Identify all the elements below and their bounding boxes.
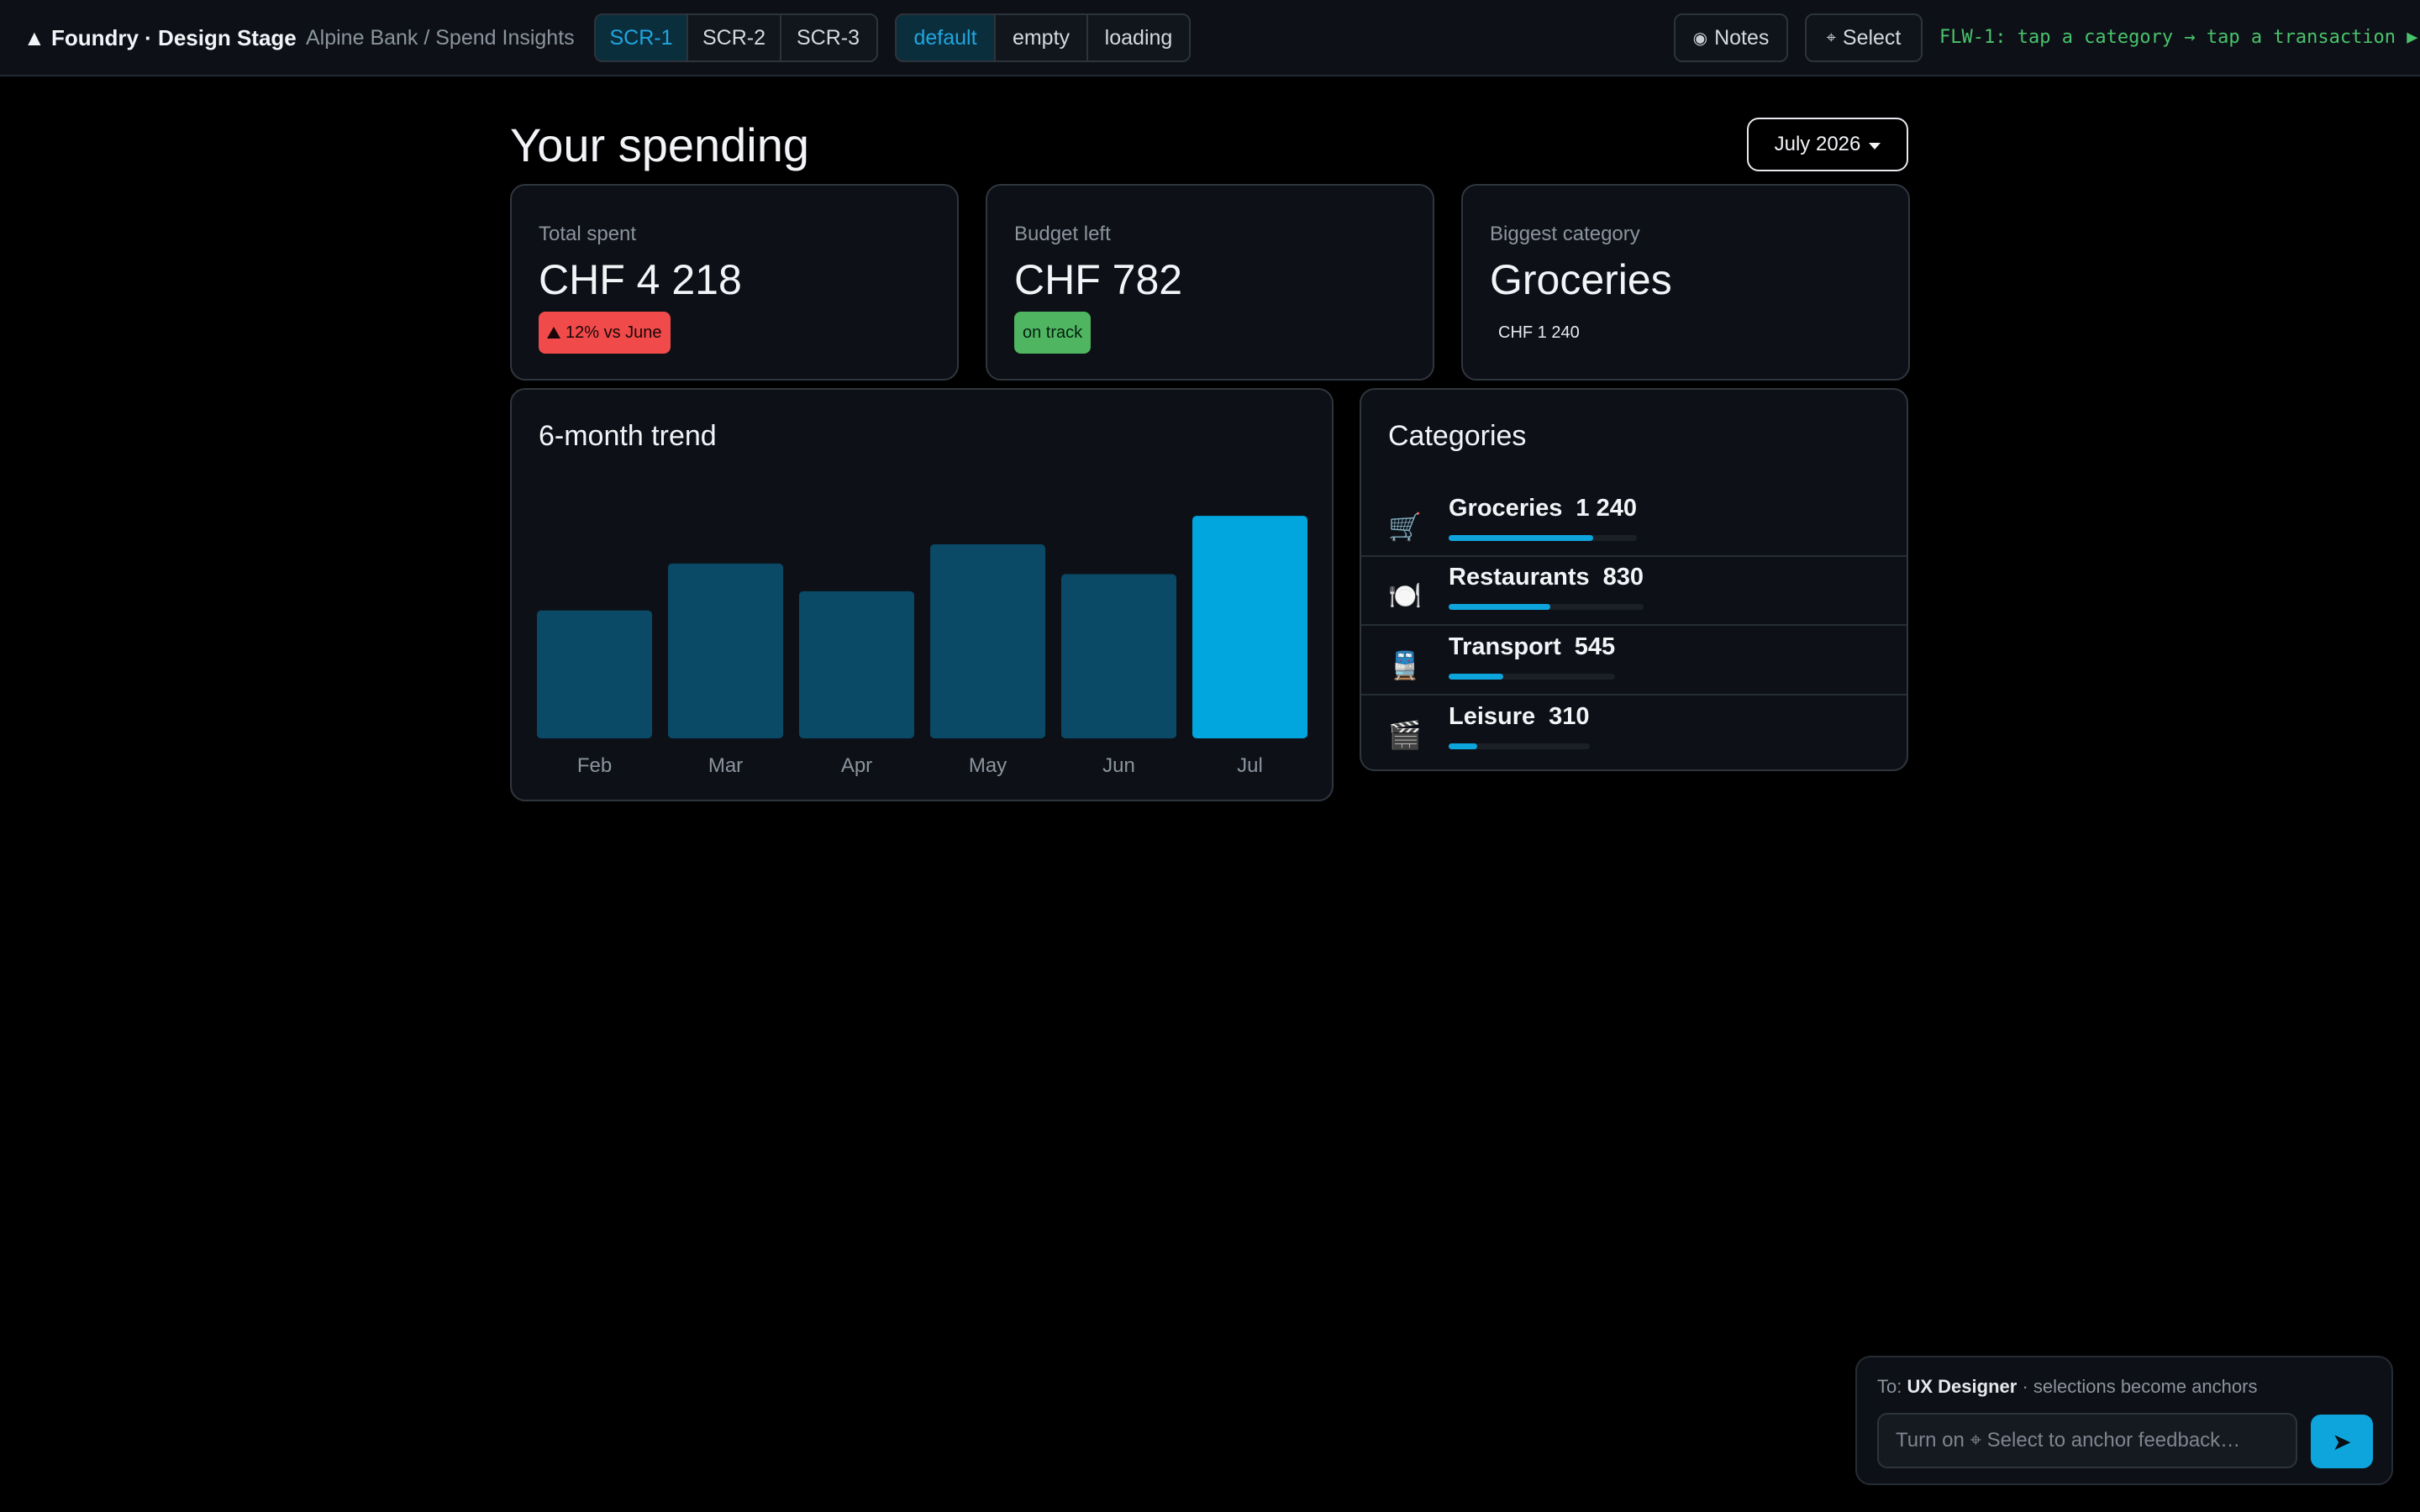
trend-badge-label: 12% vs June	[566, 323, 662, 342]
category-progress-track	[1449, 743, 1590, 749]
category-label: Restaurants 830	[1449, 564, 1644, 591]
category-progress-fill	[1449, 535, 1593, 541]
category-label: Leisure 310	[1449, 703, 1590, 731]
trend-title: 6-month trend	[539, 420, 717, 452]
category-row-restaurants[interactable]: 🍽️ Restaurants 830	[1361, 557, 1907, 626]
category-progress-fill	[1449, 604, 1550, 610]
plate-icon: 🍽️	[1388, 580, 1422, 611]
tab-state-default[interactable]: default	[897, 15, 996, 60]
cart-icon: 🛒	[1388, 512, 1422, 542]
tab-scr-2[interactable]: SCR-2	[688, 15, 781, 60]
project-breadcrumb: Alpine Bank / Spend Insights	[306, 26, 575, 50]
bar-apr[interactable]	[799, 591, 914, 738]
trend-chart: Feb Mar Apr May Jun Jul	[537, 516, 1307, 777]
trend-badge: 12% vs June	[539, 312, 671, 354]
category-row-transport[interactable]: 🚆 Transport 545	[1361, 627, 1907, 696]
category-progress-track	[1449, 604, 1644, 610]
select-button[interactable]: ⌖ Select	[1805, 13, 1923, 62]
feedback-input[interactable]: Turn on ⌖ Select to anchor feedback…	[1877, 1413, 2297, 1468]
kpi-value: CHF 4 218	[539, 256, 742, 303]
tab-scr-1[interactable]: SCR-1	[596, 15, 688, 60]
x-tick-label: Apr	[841, 754, 872, 777]
screen-switcher: SCR-1 SCR-2 SCR-3	[594, 13, 878, 62]
category-name: Leisure	[1449, 703, 1536, 730]
bar-feb[interactable]	[537, 610, 652, 738]
x-tick-label: May	[969, 754, 1007, 777]
page-title: Your spending	[510, 118, 810, 171]
category-row-leisure[interactable]: 🎬 Leisure 310	[1361, 696, 1907, 765]
category-label: Groceries 1 240	[1449, 495, 1637, 522]
category-name: Transport	[1449, 633, 1561, 660]
recipient-name: UX Designer	[1907, 1376, 2018, 1397]
kpi-label: Budget left	[1014, 223, 1111, 245]
chevron-down-icon	[1869, 142, 1881, 150]
tab-state-loading[interactable]: loading	[1104, 25, 1173, 50]
feedback-panel: To: UX Designer · selections become anch…	[1855, 1356, 2393, 1485]
kpi-label: Biggest category	[1490, 223, 1640, 245]
recipient-prefix: To:	[1877, 1376, 1902, 1397]
kpi-total-spent: Total spent CHF 4 218 12% vs June	[510, 184, 959, 381]
month-dropdown[interactable]: July 2026	[1747, 118, 1908, 171]
select-label: Select	[1842, 25, 1902, 50]
categories-title: Categories	[1388, 420, 1527, 452]
bar-jun[interactable]	[1061, 574, 1176, 738]
category-amount: 310	[1549, 703, 1590, 730]
train-icon: 🚆	[1388, 650, 1422, 680]
kpi-budget-left: Budget left CHF 782 on track	[986, 184, 1434, 381]
bar-jul[interactable]	[1192, 516, 1307, 738]
notes-label: Notes	[1714, 25, 1770, 50]
status-badge: on track	[1014, 312, 1092, 354]
category-progress-fill	[1449, 674, 1503, 680]
category-amount: 545	[1574, 633, 1616, 660]
category-row-groceries[interactable]: 🛒 Groceries 1 240	[1361, 488, 1907, 557]
top-bar: ▲ Foundry · Design Stage Alpine Bank / S…	[0, 0, 2420, 76]
send-button[interactable]: ➤	[2311, 1415, 2373, 1468]
category-progress-track	[1449, 674, 1615, 680]
x-tick-label: Jul	[1237, 754, 1263, 777]
x-tick-label: Mar	[708, 754, 743, 777]
amount-badge: CHF 1 240	[1498, 323, 1580, 342]
kpi-value: CHF 782	[1014, 256, 1183, 303]
tab-state-empty[interactable]: empty	[996, 15, 1088, 60]
category-amount: 1 240	[1576, 495, 1637, 522]
category-progress-track	[1449, 535, 1637, 541]
category-progress-fill	[1449, 743, 1477, 749]
x-tick-label: Feb	[577, 754, 612, 777]
notes-icon: ◉	[1692, 29, 1708, 48]
categories-card: Categories 🛒 Groceries 1 240 🍽️ Restaurants 8…	[1360, 388, 1908, 771]
category-name: Restaurants	[1449, 564, 1590, 591]
x-tick-label: Jun	[1102, 754, 1135, 777]
trend-card: 6-month trend Feb Mar Apr May Jun Jul	[510, 388, 1334, 801]
tab-scr-3[interactable]: SCR-3	[796, 25, 860, 50]
flow-instruction[interactable]: FLW-1: tap a category → tap a transactio…	[1939, 27, 2418, 48]
arrow-up-icon	[547, 327, 560, 339]
clapper-icon: 🎬	[1388, 720, 1422, 750]
bar-may[interactable]	[930, 544, 1045, 738]
recipient-note: · selections become anchors	[2022, 1376, 2258, 1397]
crosshair-icon: ⌖	[1826, 28, 1836, 47]
month-label: July 2026	[1774, 133, 1861, 155]
category-label: Transport 545	[1449, 633, 1615, 661]
state-switcher: default empty loading	[895, 13, 1191, 62]
kpi-label: Total spent	[539, 223, 637, 245]
notes-button[interactable]: ◉ Notes	[1674, 13, 1788, 62]
app-brand: ▲ Foundry · Design Stage	[24, 25, 297, 50]
kpi-biggest-category: Biggest category Groceries CHF 1 240	[1461, 184, 1910, 381]
recipient-line: To: UX Designer · selections become anch…	[1877, 1376, 2257, 1398]
kpi-value: Groceries	[1490, 256, 1672, 303]
category-name: Groceries	[1449, 495, 1563, 522]
category-amount: 830	[1602, 564, 1644, 591]
bar-mar[interactable]	[668, 563, 783, 738]
send-icon: ➤	[2332, 1428, 2352, 1455]
